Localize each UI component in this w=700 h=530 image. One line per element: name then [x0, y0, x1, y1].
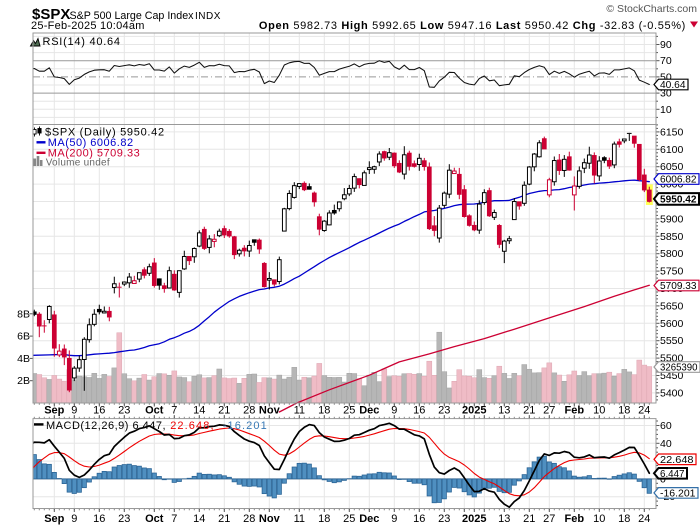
- svg-text:9: 9: [71, 405, 77, 417]
- svg-text:Volume undef: Volume undef: [46, 158, 110, 169]
- svg-text:6150: 6150: [660, 126, 684, 138]
- svg-text:7: 7: [171, 513, 177, 525]
- svg-text:Feb: Feb: [565, 405, 585, 417]
- svg-text:Feb: Feb: [565, 513, 585, 525]
- svg-text:Dec: Dec: [359, 513, 379, 525]
- svg-text:6006.82: 6006.82: [660, 175, 697, 186]
- svg-text:2B: 2B: [17, 375, 30, 387]
- svg-text:24: 24: [638, 405, 650, 417]
- svg-text:18: 18: [618, 405, 630, 417]
- svg-text:$SPX (Daily) 5950.42: $SPX (Daily) 5950.42: [45, 127, 165, 139]
- svg-text:MA(200) 5709.33: MA(200) 5709.33: [48, 148, 141, 160]
- svg-text:22.648: 22.648: [660, 455, 694, 466]
- svg-text:25: 25: [343, 405, 355, 417]
- svg-text:70: 70: [660, 55, 672, 67]
- svg-text:Nov: Nov: [259, 405, 281, 417]
- svg-text:5650: 5650: [660, 300, 684, 312]
- svg-text:5900: 5900: [660, 213, 684, 225]
- svg-text:25-Feb-2025 10:04am: 25-Feb-2025 10:04am: [31, 20, 145, 32]
- svg-text:21: 21: [523, 405, 535, 417]
- svg-text:2025: 2025: [462, 405, 486, 417]
- svg-text:14: 14: [193, 405, 205, 417]
- svg-text:40.64: 40.64: [660, 80, 686, 91]
- svg-text:8B: 8B: [17, 308, 30, 320]
- svg-text:MACD(12,26,9) 6.447, 22.648, -: MACD(12,26,9) 6.447, 22.648, -16.201: [46, 420, 268, 432]
- svg-text:23: 23: [118, 405, 130, 417]
- svg-text:INDX: INDX: [195, 11, 221, 22]
- svg-text:23: 23: [438, 513, 450, 525]
- svg-text:S&P 500 Large Cap Index: S&P 500 Large Cap Index: [70, 10, 195, 22]
- svg-text:27: 27: [543, 405, 555, 417]
- svg-text:16: 16: [93, 513, 105, 525]
- svg-text:9: 9: [391, 405, 397, 417]
- svg-text:21: 21: [218, 513, 230, 525]
- svg-text:10: 10: [593, 513, 605, 525]
- svg-text:6B: 6B: [17, 331, 30, 343]
- svg-text:14: 14: [193, 513, 205, 525]
- svg-text:6100: 6100: [660, 144, 684, 156]
- svg-text:5400: 5400: [660, 387, 684, 399]
- svg-text:18: 18: [318, 405, 330, 417]
- svg-text:13: 13: [498, 513, 510, 525]
- svg-text:23: 23: [438, 405, 450, 417]
- svg-text:18: 18: [618, 513, 630, 525]
- svg-text:3265390: 3265390: [660, 363, 698, 374]
- svg-text:24: 24: [638, 513, 650, 525]
- svg-text:5850: 5850: [660, 231, 684, 243]
- svg-text:5800: 5800: [660, 248, 684, 260]
- svg-text:21: 21: [523, 513, 535, 525]
- svg-text:5709.33: 5709.33: [660, 281, 697, 292]
- svg-text:7: 7: [171, 405, 177, 417]
- svg-text:4B: 4B: [17, 353, 30, 365]
- svg-text:-16.201: -16.201: [660, 489, 696, 500]
- svg-text:50: 50: [660, 71, 672, 83]
- svg-text:2025: 2025: [462, 513, 486, 525]
- svg-text:28: 28: [243, 405, 255, 417]
- svg-text:10: 10: [593, 405, 605, 417]
- svg-text:28: 28: [243, 513, 255, 525]
- svg-text:21: 21: [218, 405, 230, 417]
- svg-text:Sep: Sep: [44, 513, 64, 525]
- svg-text:40: 40: [660, 438, 672, 450]
- svg-text:90: 90: [660, 39, 672, 51]
- svg-text:5600: 5600: [660, 318, 684, 330]
- svg-text:18: 18: [318, 513, 330, 525]
- svg-text:6050: 6050: [660, 161, 684, 173]
- svg-text:RSI(14) 40.64: RSI(14) 40.64: [43, 36, 121, 48]
- svg-text:16: 16: [413, 405, 425, 417]
- svg-text:© StockCharts.com: © StockCharts.com: [606, 3, 697, 15]
- svg-text:MA(50) 6006.82: MA(50) 6006.82: [48, 137, 134, 149]
- svg-text:$SPX: $SPX: [32, 6, 70, 23]
- svg-text:Dec: Dec: [359, 405, 379, 417]
- svg-text:11: 11: [294, 513, 305, 525]
- svg-text:11: 11: [294, 405, 305, 417]
- svg-text:60: 60: [660, 420, 672, 432]
- svg-text:Sep: Sep: [44, 405, 64, 417]
- svg-text:6.447: 6.447: [660, 469, 685, 480]
- svg-text:Oct: Oct: [145, 405, 164, 417]
- svg-text:5950.42: 5950.42: [660, 195, 697, 206]
- svg-text:30: 30: [660, 88, 672, 100]
- svg-text:5550: 5550: [660, 335, 684, 347]
- svg-text:25: 25: [343, 513, 355, 525]
- svg-text:10: 10: [660, 104, 672, 116]
- svg-text:5750: 5750: [660, 266, 684, 278]
- svg-text:Nov: Nov: [259, 513, 281, 525]
- svg-text:13: 13: [498, 405, 510, 417]
- svg-text:16: 16: [93, 405, 105, 417]
- svg-text:23: 23: [118, 513, 130, 525]
- svg-text:9: 9: [391, 513, 397, 525]
- svg-text:5450: 5450: [660, 370, 684, 382]
- svg-text:Open 5982.73 High 5992.65 Low: Open 5982.73 High 5992.65 Low 5947.16 La…: [259, 20, 686, 32]
- svg-text:27: 27: [543, 513, 555, 525]
- svg-text:16: 16: [413, 513, 425, 525]
- svg-text:9: 9: [71, 513, 77, 525]
- svg-text:Oct: Oct: [145, 513, 164, 525]
